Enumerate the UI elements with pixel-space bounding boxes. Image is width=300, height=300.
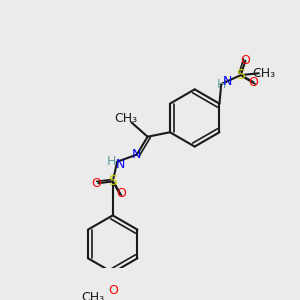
Text: H: H	[217, 77, 226, 91]
Text: N: N	[223, 75, 232, 88]
Text: N: N	[116, 158, 125, 171]
Text: CH₃: CH₃	[82, 291, 105, 300]
Text: N: N	[132, 148, 142, 161]
Text: O: O	[117, 188, 127, 200]
Text: CH₃: CH₃	[253, 67, 276, 80]
Text: CH₃: CH₃	[115, 112, 138, 125]
Text: S: S	[108, 174, 117, 188]
Text: S: S	[236, 68, 245, 82]
Text: H: H	[107, 155, 116, 168]
Text: O: O	[92, 177, 102, 190]
Text: O: O	[108, 284, 118, 297]
Text: O: O	[248, 76, 258, 89]
Text: O: O	[240, 54, 250, 67]
